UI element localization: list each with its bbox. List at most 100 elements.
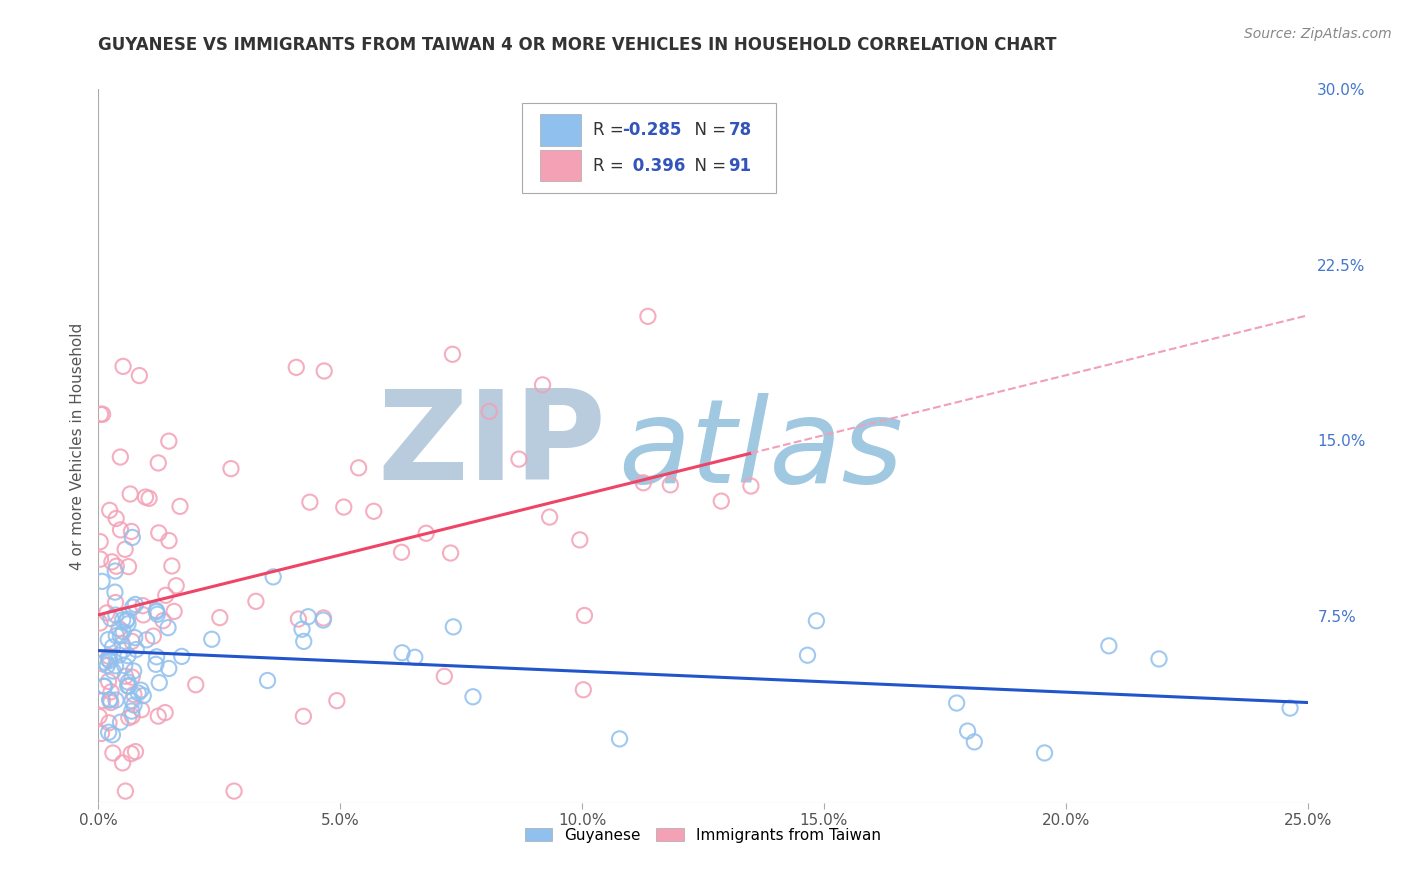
- Point: [111, 637, 134, 651]
- Text: 91: 91: [728, 157, 752, 175]
- Point: [287, 612, 309, 626]
- Point: [740, 479, 762, 493]
- Text: GUYANESE VS IMMIGRANTS FROM TAIWAN 4 OR MORE VEHICLES IN HOUSEHOLD CORRELATION C: GUYANESE VS IMMIGRANTS FROM TAIWAN 4 OR …: [98, 36, 1057, 54]
- Point: [312, 611, 335, 625]
- Point: [132, 599, 155, 613]
- Point: [184, 678, 207, 692]
- Point: [110, 450, 132, 464]
- Point: [121, 694, 143, 708]
- Point: [710, 494, 733, 508]
- Point: [148, 525, 170, 540]
- Point: [312, 613, 335, 627]
- Point: [111, 613, 134, 627]
- Point: [97, 652, 120, 666]
- Point: [169, 500, 191, 514]
- Point: [157, 533, 180, 548]
- Point: [262, 570, 284, 584]
- Point: [98, 654, 121, 668]
- Point: [208, 610, 231, 624]
- Point: [1033, 746, 1056, 760]
- Point: [163, 604, 186, 618]
- Point: [131, 703, 153, 717]
- Point: [110, 715, 132, 730]
- Point: [101, 555, 124, 569]
- Point: [100, 611, 122, 625]
- Point: [219, 461, 242, 475]
- Text: N =: N =: [683, 157, 731, 175]
- Point: [104, 658, 127, 673]
- Point: [659, 478, 682, 492]
- Point: [157, 661, 180, 675]
- FancyBboxPatch shape: [522, 103, 776, 193]
- Point: [97, 674, 120, 689]
- Point: [91, 407, 114, 421]
- Point: [145, 657, 167, 672]
- Point: [98, 693, 121, 707]
- Point: [1147, 652, 1170, 666]
- Point: [110, 523, 132, 537]
- Point: [478, 404, 501, 418]
- Point: [145, 649, 167, 664]
- Point: [222, 784, 245, 798]
- Point: [98, 693, 121, 707]
- Point: [122, 698, 145, 713]
- Text: R =: R =: [593, 157, 628, 175]
- Point: [110, 629, 132, 643]
- Y-axis label: 4 or more Vehicles in Household: 4 or more Vehicles in Household: [69, 322, 84, 570]
- Point: [128, 368, 150, 383]
- Point: [114, 542, 136, 557]
- Point: [91, 657, 114, 671]
- Point: [148, 456, 170, 470]
- Point: [101, 728, 124, 742]
- Point: [796, 648, 818, 663]
- Point: [105, 511, 128, 525]
- Point: [122, 600, 145, 615]
- Point: [157, 621, 180, 635]
- Point: [155, 588, 177, 602]
- Point: [415, 526, 437, 541]
- Point: [98, 649, 121, 664]
- Point: [439, 546, 461, 560]
- Point: [98, 503, 121, 517]
- Point: [142, 629, 165, 643]
- Point: [146, 607, 169, 622]
- Point: [115, 614, 138, 628]
- Point: [91, 574, 114, 589]
- Point: [332, 500, 354, 514]
- Point: [120, 524, 142, 539]
- Point: [1279, 701, 1302, 715]
- Point: [153, 706, 176, 720]
- Point: [125, 642, 148, 657]
- Point: [114, 784, 136, 798]
- Point: [89, 709, 111, 723]
- Point: [326, 694, 349, 708]
- Point: [121, 704, 143, 718]
- Point: [91, 693, 114, 707]
- Point: [121, 670, 143, 684]
- Point: [314, 364, 336, 378]
- Point: [132, 689, 155, 703]
- Point: [160, 559, 183, 574]
- Point: [170, 649, 193, 664]
- Text: ZIP: ZIP: [378, 385, 606, 507]
- Point: [1098, 639, 1121, 653]
- Text: 0.396: 0.396: [627, 157, 685, 175]
- Point: [117, 679, 139, 693]
- Point: [93, 679, 115, 693]
- Point: [93, 679, 115, 693]
- Point: [117, 559, 139, 574]
- Point: [157, 434, 180, 449]
- Point: [806, 614, 828, 628]
- Point: [115, 612, 138, 626]
- Point: [105, 559, 128, 574]
- Point: [441, 347, 464, 361]
- Point: [104, 585, 127, 599]
- Point: [104, 693, 127, 707]
- Point: [285, 360, 308, 375]
- Point: [120, 487, 142, 501]
- Point: [132, 607, 155, 622]
- Point: [956, 724, 979, 739]
- Point: [120, 747, 142, 761]
- Point: [291, 622, 314, 636]
- FancyBboxPatch shape: [540, 150, 581, 181]
